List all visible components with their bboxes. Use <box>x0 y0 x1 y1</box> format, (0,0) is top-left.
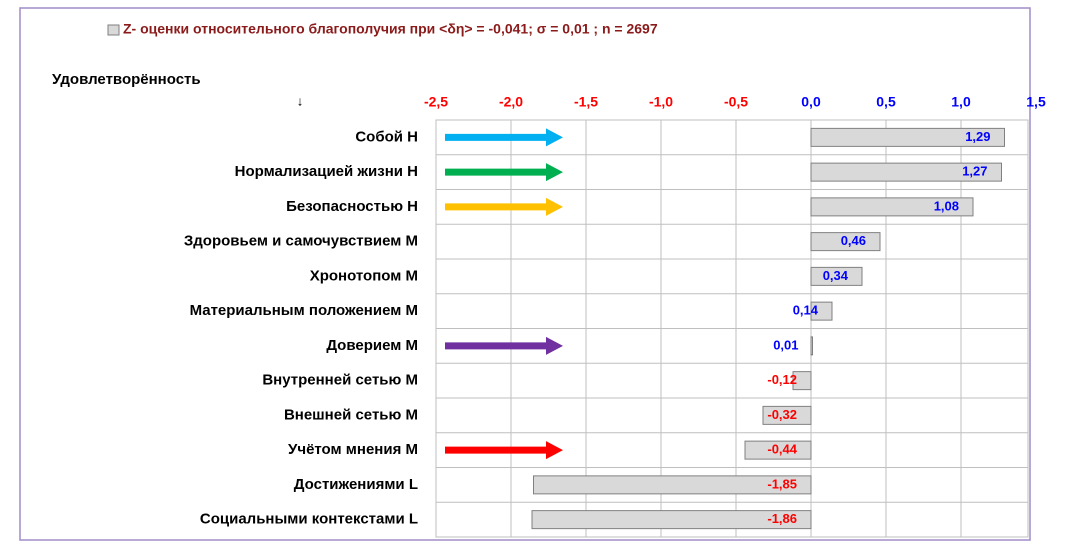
bar <box>531 510 812 530</box>
bar <box>810 127 1005 147</box>
x-tick-label: 0,5 <box>876 94 896 110</box>
category-label: Доверием М <box>326 337 418 354</box>
arrow-head <box>546 336 563 355</box>
x-tick-label: 1,5 <box>1026 94 1046 110</box>
bar <box>810 197 974 217</box>
value-label: 0,34 <box>823 268 849 283</box>
value-label: -0,44 <box>767 442 797 457</box>
value-label: 0,01 <box>773 337 798 352</box>
category-label: Нормализацией жизни Н <box>235 163 418 180</box>
chart-title: Z- оценки относительного благополучия пр… <box>123 21 658 37</box>
arrow-head <box>546 128 563 147</box>
x-tick-label: 1,0 <box>951 94 971 110</box>
value-label: -0,32 <box>767 407 797 422</box>
value-label: 1,27 <box>962 164 987 179</box>
bar <box>810 232 881 252</box>
category-label: Собой Н <box>355 128 418 145</box>
x-tick-label: 0,0 <box>801 94 821 110</box>
value-label: 1,08 <box>934 198 959 213</box>
x-tick-label: -2,0 <box>499 94 523 110</box>
category-label: Безопасностью Н <box>286 198 418 215</box>
category-label: Внутренней сетью М <box>262 372 418 389</box>
value-label: 1,29 <box>965 129 990 144</box>
category-label: Внешней сетью М <box>284 406 418 423</box>
category-label: Социальными контекстами L <box>200 511 418 528</box>
legend-swatch <box>107 24 120 36</box>
bar <box>810 336 813 356</box>
bar <box>810 162 1002 182</box>
bar <box>810 266 863 286</box>
value-label: 0,14 <box>793 303 819 318</box>
bar <box>792 371 812 391</box>
category-label: Материальным положением М <box>190 302 418 319</box>
arrow-head <box>546 441 563 460</box>
axis-label-arrow: ↓ <box>297 93 304 108</box>
bar <box>762 405 812 425</box>
value-label: -1,86 <box>767 511 797 526</box>
category-label: Здоровьем и самочувствием М <box>184 233 418 250</box>
arrow-head <box>546 163 563 182</box>
bar <box>533 475 812 495</box>
category-label: Хронотопом М <box>310 267 418 284</box>
value-label: 0,46 <box>841 233 866 248</box>
category-label: Учётом мнения М <box>288 441 418 458</box>
x-tick-label: -2,5 <box>424 94 448 110</box>
value-label: -1,85 <box>767 476 797 491</box>
x-tick-label: -1,5 <box>574 94 598 110</box>
bar <box>744 440 812 460</box>
x-tick-label: -0,5 <box>724 94 748 110</box>
arrow-head <box>546 197 563 216</box>
value-label: -0,12 <box>767 372 797 387</box>
axis-label: Удовлетворённость <box>52 71 201 88</box>
x-tick-label: -1,0 <box>649 94 673 110</box>
category-label: Достижениями L <box>294 476 418 493</box>
bar <box>810 301 833 321</box>
